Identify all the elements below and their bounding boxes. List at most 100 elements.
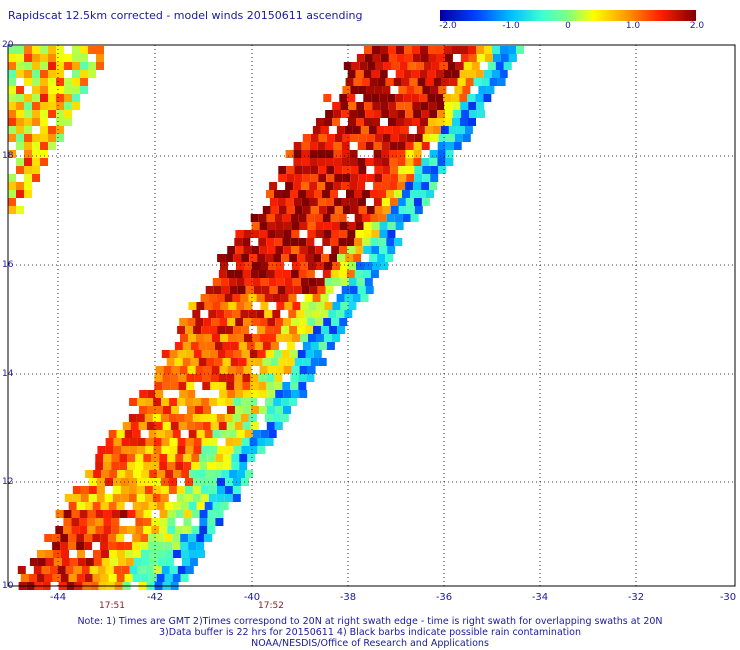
wind-cells (8, 46, 524, 590)
wind-cell (312, 310, 321, 318)
wind-cell (459, 94, 468, 102)
wind-cell (330, 214, 339, 222)
wind-cell (121, 438, 130, 446)
wind-cell (489, 78, 498, 86)
wind-cell (260, 430, 269, 438)
wind-cell (237, 286, 246, 294)
wind-cell (373, 142, 382, 150)
wind-cell (289, 326, 298, 334)
wind-cell (215, 510, 224, 518)
wind-cell (236, 430, 245, 438)
wind-cell (298, 238, 307, 246)
wind-cell (40, 118, 48, 126)
wind-cell (8, 102, 16, 110)
wind-cell (306, 190, 314, 198)
wind-cell (317, 198, 326, 206)
wind-cell (108, 574, 117, 582)
wind-cell (8, 150, 16, 158)
wind-cell (278, 206, 287, 214)
wind-cell (185, 438, 194, 446)
wind-cell (205, 286, 214, 294)
wind-cell (193, 326, 202, 334)
wind-cell (386, 214, 395, 222)
wind-cell (265, 326, 274, 334)
wind-cell (184, 486, 193, 494)
wind-cell (302, 358, 311, 366)
wind-cell (301, 142, 310, 150)
wind-cell (460, 46, 468, 54)
wind-cell (167, 510, 176, 518)
wind-cell (155, 366, 164, 374)
wind-cell (125, 470, 134, 478)
wind-cell (374, 206, 383, 214)
wind-cell (281, 254, 290, 262)
wind-cell (95, 526, 104, 534)
wind-cell (204, 534, 213, 542)
wind-cell (184, 494, 193, 502)
wind-cell (162, 422, 171, 430)
wind-cell (164, 534, 173, 542)
wind-cell (394, 238, 403, 246)
wind-cell (388, 102, 397, 110)
wind-cell (282, 190, 290, 198)
wind-cell (246, 342, 255, 350)
wind-cell (329, 254, 338, 262)
wind-cell (362, 238, 371, 246)
wind-cell (428, 54, 437, 62)
wind-cell (199, 526, 208, 534)
wind-cell (250, 382, 259, 390)
wind-cell (280, 414, 289, 422)
wind-cell (347, 222, 356, 230)
wind-cell (310, 358, 319, 366)
wind-cell (401, 78, 410, 86)
wind-cell (69, 558, 78, 566)
wind-cell (362, 190, 370, 198)
wind-cell (233, 254, 242, 262)
wind-cell (145, 398, 154, 406)
wind-cell (212, 278, 221, 286)
wind-cell (56, 110, 64, 118)
wind-cell (183, 518, 192, 526)
wind-cell (92, 534, 101, 542)
wind-cell (76, 502, 85, 510)
wind-cell (438, 86, 447, 94)
wind-cell (8, 134, 16, 142)
wind-cell (116, 534, 125, 542)
wind-cell (88, 486, 97, 494)
wind-cell (84, 574, 93, 582)
wind-cell (76, 534, 85, 542)
wind-cell (240, 310, 249, 318)
wind-cell (16, 158, 24, 166)
wind-cell (95, 462, 104, 470)
wind-cell (180, 334, 188, 342)
wind-cell (383, 62, 392, 70)
wind-cell (334, 166, 343, 174)
wind-cell (387, 230, 396, 238)
wind-cell (243, 406, 251, 414)
wind-cell (56, 86, 64, 94)
wind-cell (108, 430, 117, 438)
wind-cell (396, 54, 405, 62)
wind-cell (286, 206, 295, 214)
wind-cell (397, 110, 406, 118)
wind-cell (373, 110, 382, 118)
wind-cell (356, 262, 364, 270)
wind-cell (371, 94, 380, 102)
wind-cell (333, 158, 342, 166)
wind-cell (88, 494, 97, 502)
wind-cell (257, 254, 266, 262)
wind-cell (452, 102, 461, 110)
wind-cell (270, 342, 279, 350)
wind-cell (24, 78, 32, 86)
wind-cell (171, 366, 180, 374)
wind-cell (252, 262, 260, 270)
wind-cell (390, 166, 399, 174)
wind-cell (371, 70, 380, 78)
wind-cell (136, 414, 145, 422)
wind-cell (222, 358, 231, 366)
wind-cell (420, 54, 429, 62)
wind-cell (119, 454, 128, 462)
wind-cell (241, 446, 250, 454)
wind-cell (141, 470, 150, 478)
wind-cell (236, 334, 244, 342)
